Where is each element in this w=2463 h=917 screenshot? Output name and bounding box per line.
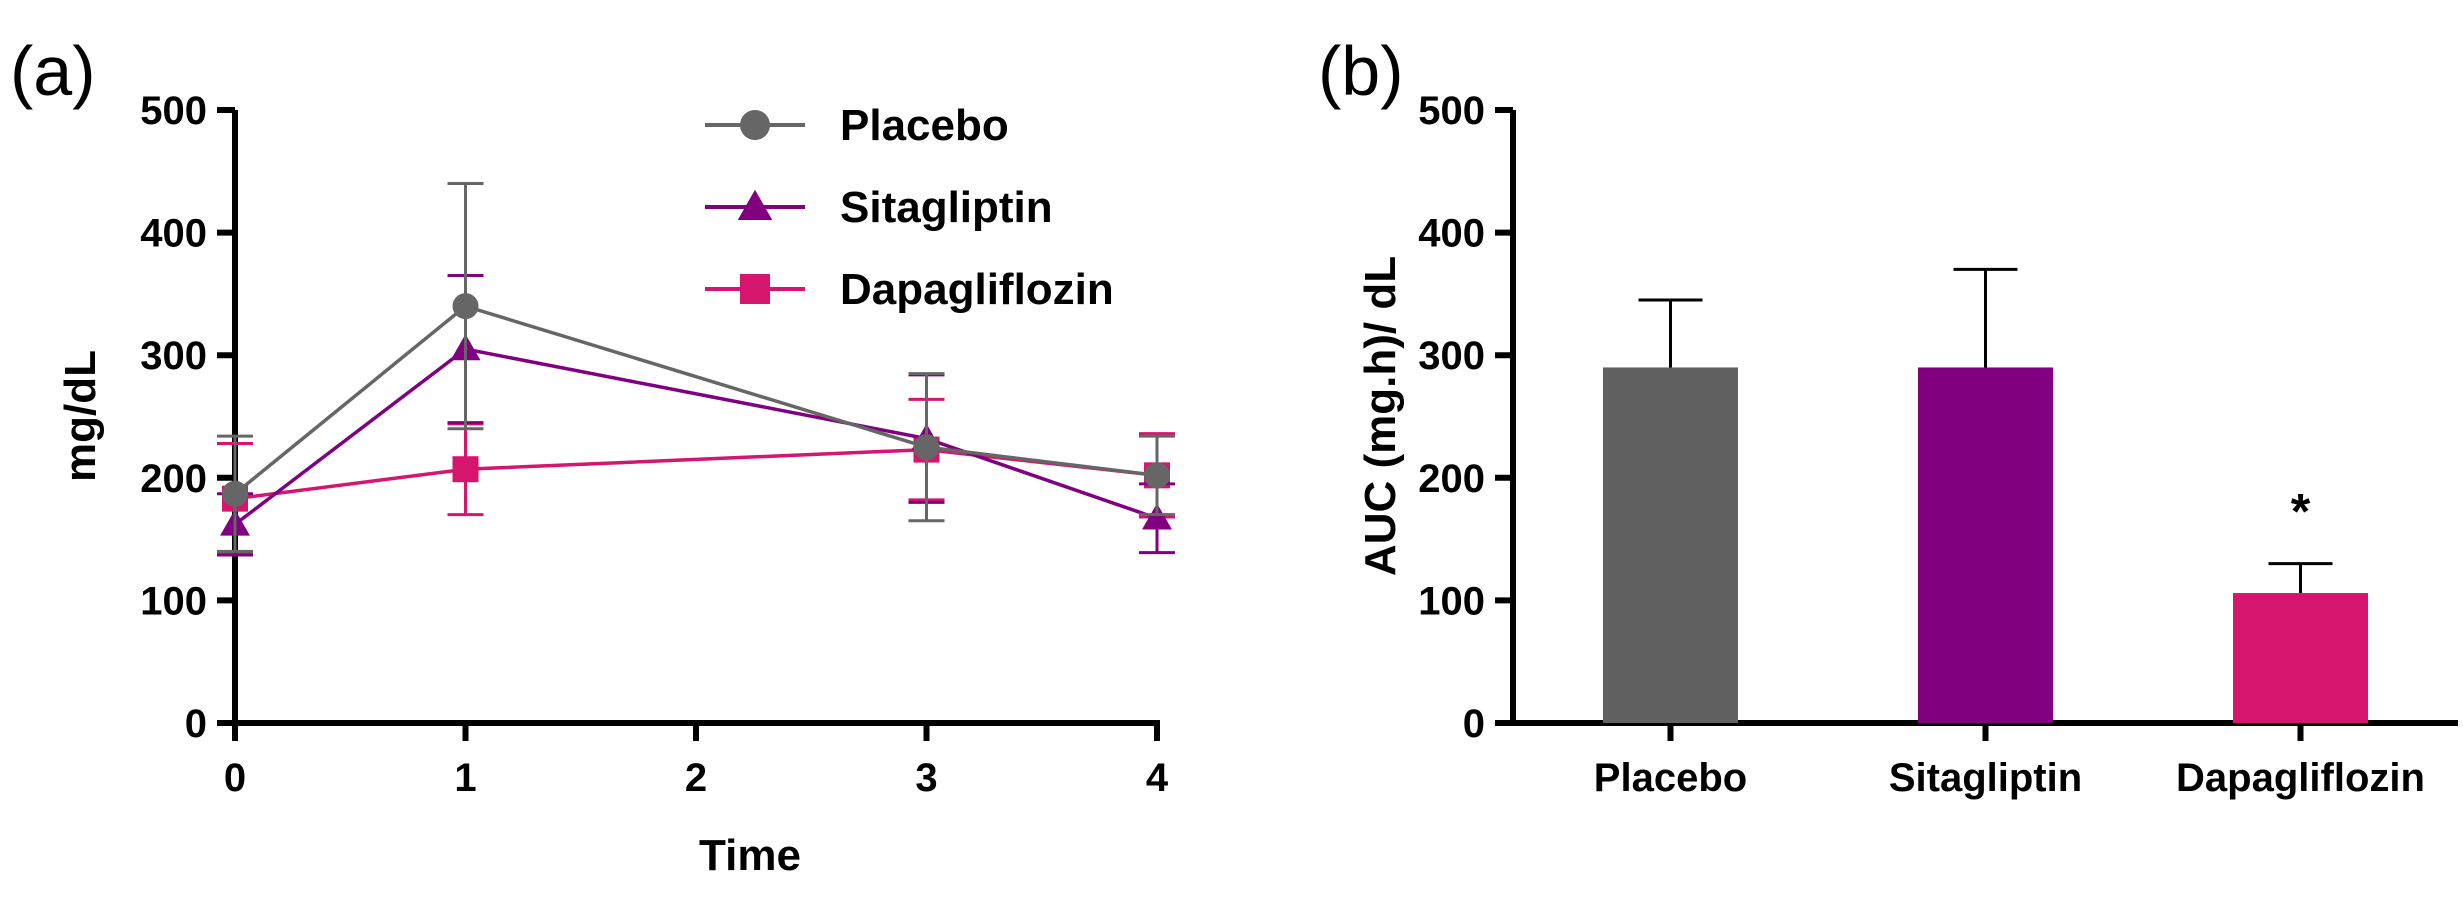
triangle-marker [1142,503,1172,530]
bars-group: * [1603,267,2368,723]
legend-label: Sitagliptin [840,183,1053,232]
square-marker [452,456,479,483]
bar [1603,367,1738,723]
legend-item-sitagliptin: Sitagliptin [705,183,1053,232]
legend-label: Dapagliflozin [840,265,1114,314]
legend: Placebo Sitagliptin Dapagliflozin [705,101,1114,314]
y-tick-label: 500 [140,89,207,133]
line-chart-panel: (a) 0 100 200 300 400 500 0 1 2 3 4 Time mg/dL Pl… [10,32,1175,880]
series-placebo [217,182,1175,553]
circle-marker [222,480,248,507]
x-tick-label: 1 [454,756,476,800]
circle-marker [740,110,770,140]
bar [2233,593,2368,723]
y-tick-label: 0 [185,702,207,746]
y-tick-label: 100 [1418,579,1485,623]
bar [1918,367,2053,723]
y-tick-label: 200 [140,457,207,501]
series-line [233,347,1158,526]
y-tick-label: 0 [1463,702,1485,746]
legend-item-placebo: Placebo [705,101,1009,150]
y-ticks: 0 100 200 300 400 500 [1418,89,1513,746]
panel-b-label: (b) [1318,32,1404,110]
legend-item-dapagliflozin: Dapagliflozin [705,265,1114,314]
x-tick-label: Dapagliflozin [2176,756,2425,800]
x-tick-label: 2 [685,756,707,800]
legend-label: Placebo [840,101,1009,150]
circle-marker [452,293,479,320]
x-ticks: Placebo Sitagliptin Dapagliflozin [1594,723,2425,800]
y-tick-label: 300 [140,334,207,378]
series-sitagliptin [217,274,1175,557]
significance-asterisk: * [2291,484,2311,540]
bar-sitagliptin [1918,267,2053,723]
panel-a-label: (a) [10,32,96,110]
triangle-marker [737,189,773,220]
y-tick-label: 400 [140,212,207,256]
x-tick-label: 4 [1146,756,1169,800]
x-tick-label: Sitagliptin [1889,756,2082,800]
y-tick-label: 400 [1418,212,1485,256]
y-tick-label: 200 [1418,457,1485,501]
y-axis-title: AUC (mg.h)/ dL [1356,256,1405,576]
x-tick-label: Placebo [1594,756,1747,800]
bar-placebo [1603,298,1738,723]
circle-marker [1144,462,1170,489]
series-line [233,304,1158,496]
bar-dapagliflozin [2233,562,2368,723]
x-axis-title: Time [699,831,801,880]
x-tick-label: 0 [224,756,246,800]
y-ticks: 0 100 200 300 400 500 [140,89,235,746]
x-ticks: 0 1 2 3 4 [224,723,1169,800]
y-tick-label: 300 [1418,334,1485,378]
square-marker [740,274,770,304]
y-tick-label: 100 [140,579,207,623]
x-tick-label: 3 [915,756,937,800]
y-axis-title: mg/dL [56,350,105,482]
bar-chart-panel: (b) 0 100 200 300 400 500 Placebo Sitagliptin D… [1318,32,2458,800]
series-group [217,182,1175,557]
y-tick-label: 500 [1418,89,1485,133]
circle-marker [913,434,940,461]
